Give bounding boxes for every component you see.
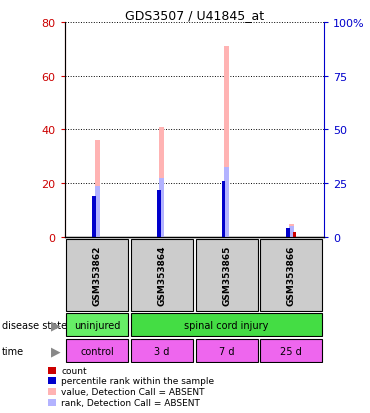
Bar — [92, 197, 96, 237]
Text: spinal cord injury: spinal cord injury — [184, 320, 269, 330]
Text: disease state: disease state — [2, 320, 67, 330]
Bar — [289, 224, 294, 237]
Text: value, Detection Call = ABSENT: value, Detection Call = ABSENT — [61, 387, 205, 396]
Text: ▶: ▶ — [51, 344, 60, 358]
Text: GSM353862: GSM353862 — [92, 245, 102, 305]
Bar — [66, 313, 128, 337]
Bar — [293, 232, 296, 237]
Text: uninjured: uninjured — [74, 320, 120, 330]
Bar — [159, 127, 165, 237]
Bar — [95, 141, 100, 237]
Bar — [222, 182, 225, 237]
Text: 7 d: 7 d — [219, 346, 234, 356]
Bar — [224, 47, 229, 237]
Bar — [66, 239, 128, 311]
Text: count: count — [61, 366, 87, 375]
Text: 25 d: 25 d — [280, 346, 302, 356]
Text: GSM353864: GSM353864 — [157, 245, 166, 305]
Bar — [195, 239, 258, 311]
Bar — [66, 339, 128, 363]
Text: time: time — [2, 346, 24, 356]
Bar — [95, 187, 100, 237]
Text: GSM353866: GSM353866 — [287, 245, 296, 305]
Text: GSM353865: GSM353865 — [222, 245, 231, 305]
Text: rank, Detection Call = ABSENT: rank, Detection Call = ABSENT — [61, 398, 200, 407]
Bar — [195, 339, 258, 363]
Text: ▶: ▶ — [51, 318, 60, 332]
Bar — [131, 339, 193, 363]
Bar — [224, 168, 229, 237]
Text: percentile rank within the sample: percentile rank within the sample — [61, 377, 214, 385]
Bar — [157, 190, 161, 237]
Title: GDS3507 / U41845_at: GDS3507 / U41845_at — [125, 9, 264, 21]
Bar — [159, 178, 165, 237]
Bar — [286, 229, 290, 237]
Bar — [131, 313, 323, 337]
Text: 3 d: 3 d — [154, 346, 169, 356]
Text: control: control — [80, 346, 114, 356]
Bar — [289, 227, 294, 237]
Bar — [131, 239, 193, 311]
Bar — [260, 339, 322, 363]
Bar — [260, 239, 322, 311]
